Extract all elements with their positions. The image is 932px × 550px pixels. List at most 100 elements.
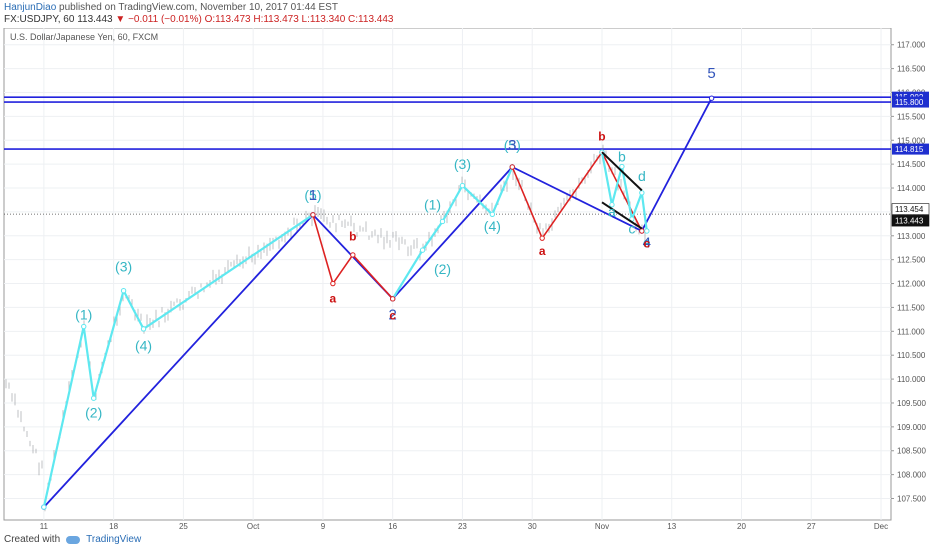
x-tick-label: Nov (595, 522, 609, 531)
last-price: 113.443 (77, 14, 113, 25)
y-tick-label: 114.500 (897, 160, 926, 169)
y-tick-label: 110.000 (897, 375, 926, 384)
tradingview-logo-icon (66, 535, 81, 544)
wave-label: 2 (389, 306, 397, 323)
wave-label: (1) (75, 306, 92, 322)
correction_channel-wave-line (601, 201, 643, 230)
y-tick-label: 112.000 (897, 280, 926, 289)
wave-pivot-point (81, 323, 87, 330)
wave-pivot-point (439, 218, 446, 225)
corrective-wave-line (511, 151, 643, 239)
y-tick-label: 114.000 (897, 184, 926, 193)
tradingview-brand[interactable]: TradingView (86, 534, 142, 545)
wave-label: (3) (115, 259, 132, 275)
y-tick-label: 117.000 (897, 41, 926, 50)
y-tick-label: 112.500 (897, 256, 926, 265)
chart-title: U.S. Dollar/Japanese Yen, 60, FXCM (10, 32, 158, 42)
wave-pivot-point (459, 182, 466, 189)
subwave-wave-line (600, 151, 648, 232)
current-price-badge (891, 203, 930, 215)
wave-pivot-point (310, 212, 316, 218)
wave-pivot-point (489, 211, 496, 217)
x-tick-label: 30 (528, 522, 537, 531)
x-tick-label: Oct (247, 522, 260, 531)
price-level-badge (892, 143, 929, 155)
y-tick-label: 108.500 (897, 447, 926, 456)
wave-label: (2) (434, 261, 451, 277)
wave-pivot-point (140, 326, 147, 332)
wave-label: (4) (484, 218, 501, 234)
current-price-badge (891, 214, 930, 227)
x-tick-label: 20 (737, 522, 746, 531)
x-tick-label: 9 (321, 522, 326, 531)
wave-label: (3) (454, 156, 471, 172)
wave-label: (2) (85, 404, 102, 420)
wave-label: 3 (508, 137, 516, 154)
wave-pivot-point (609, 202, 615, 208)
y-tick-label: 115.500 (897, 112, 926, 121)
x-tick-label: Dec (874, 522, 888, 531)
x-tick-label: 18 (109, 522, 118, 531)
wave-label: d (638, 168, 646, 184)
wave-pivot-point (389, 296, 396, 302)
ohlc-values: O:113.473 H:113.473 L:113.340 C:113.443 (204, 14, 394, 25)
current-price-label: 113.454 (895, 205, 924, 214)
symbol-info: FX:USDJPY, 60 113.443 ▼ −0.011 (−0.01%) … (4, 14, 393, 25)
primary-wave-line (43, 97, 713, 508)
price-level-badge (892, 96, 929, 108)
price-change: −0.011 (−0.01%) (128, 14, 202, 25)
wave-label: e (643, 235, 651, 251)
price-chart[interactable]: 107.500 108.000 108.500 109.000 109.500 110.0… (0, 28, 932, 532)
y-tick-label: 107.500 (897, 495, 926, 504)
published-text: published on TradingView.com, November 1… (59, 2, 338, 13)
wave-pivot-point (644, 228, 650, 234)
wave-pivot-point (539, 235, 545, 241)
wave-label: 4 (643, 235, 651, 252)
x-tick-label: 23 (458, 522, 467, 531)
wave-pivot-point (708, 95, 715, 101)
wave-label: (1) (424, 197, 441, 213)
x-tick-label: 13 (667, 522, 676, 531)
wave-label: (4) (135, 337, 152, 353)
price-level-label: 114.815 (895, 145, 924, 154)
author-name[interactable]: HanjunDiao (4, 2, 57, 13)
wave-pivot-point (639, 190, 645, 196)
created-with-text: Created with (4, 534, 61, 545)
wave-label: b (598, 129, 605, 143)
y-tick-label: 109.500 (897, 399, 926, 408)
wave-label: 1 (309, 187, 317, 204)
wave-pivot-point (639, 228, 645, 234)
y-tick-label: 116.500 (897, 65, 926, 74)
wave-label: b (349, 230, 356, 244)
subwave-wave-line (42, 213, 314, 508)
plot-area (3, 28, 892, 521)
y-tick-label: 111.000 (897, 327, 925, 336)
wave-pivot-point (419, 247, 426, 253)
wave-label: c (389, 308, 396, 322)
x-tick-label: 25 (179, 522, 188, 531)
x-tick-label: 16 (388, 522, 397, 531)
footer: Created with TradingView (4, 534, 141, 545)
y-tick-label: 115.000 (897, 136, 926, 145)
current-price-label: 113.443 (895, 217, 924, 226)
y-tick-label: 108.000 (897, 471, 926, 480)
wave-pivot-point (120, 288, 127, 294)
y-tick-label: 109.000 (897, 423, 926, 432)
wave-label: a (330, 292, 337, 306)
wave-pivot-point (619, 163, 625, 170)
symbol-name: FX:USDJPY, 60 (4, 14, 75, 25)
wave-label: c (643, 237, 650, 251)
subwave-wave-line (391, 166, 514, 300)
wave-pivot-point (90, 395, 97, 401)
wave-label: 5 (707, 65, 715, 82)
wave-label: a (608, 204, 616, 220)
wave-label: (5) (304, 187, 321, 203)
correction_channel-wave-line (601, 151, 643, 192)
y-tick-label: 111.500 (897, 303, 925, 312)
wave-label: a (539, 244, 546, 258)
wave-label: c (628, 220, 635, 236)
wave-label: (5) (504, 137, 521, 153)
wave-label: b (618, 149, 626, 165)
corrective-wave-line (312, 214, 394, 300)
wave-pivot-point (509, 164, 515, 170)
